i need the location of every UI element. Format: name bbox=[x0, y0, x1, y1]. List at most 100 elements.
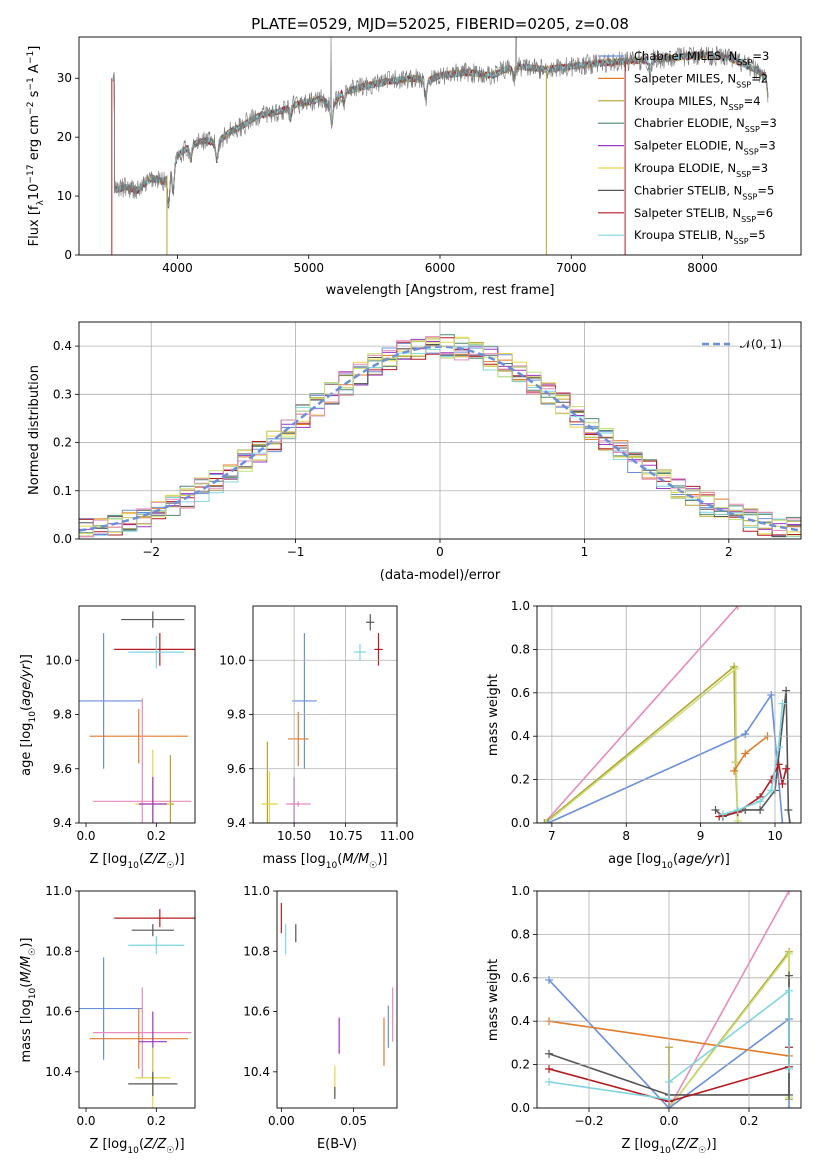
series-marker bbox=[741, 749, 750, 758]
series-marker bbox=[545, 975, 553, 984]
legend-entry: Salpeter ELODIE, NSSP=3 bbox=[634, 139, 776, 157]
y-tick-label: 9.4 bbox=[227, 816, 246, 830]
y-tick-label: 11.0 bbox=[45, 884, 72, 898]
chart-mass_vs_Z: 0.0 0.2 10.4 10.6 10.8 11.0 Z [log10(Z/Z☉)] mas… bbox=[19, 884, 196, 1156]
y-tick-label: 9.6 bbox=[227, 762, 246, 776]
axes-frame bbox=[276, 890, 398, 1109]
y-tick-label: 10.8 bbox=[243, 944, 270, 958]
series-marker bbox=[545, 1064, 553, 1073]
y-tick-label: 9.4 bbox=[53, 816, 72, 830]
series-line bbox=[545, 667, 739, 823]
data-point-errorbar bbox=[366, 614, 375, 631]
series-line bbox=[543, 606, 739, 823]
y-tick-label: 10.6 bbox=[243, 1005, 270, 1019]
x-tick-label: 6000 bbox=[425, 261, 456, 275]
x-axis-label: Z [log10(Z/Z☉)] bbox=[89, 1137, 184, 1156]
axes-frame bbox=[252, 605, 398, 824]
series-marker bbox=[774, 743, 783, 752]
series-marker bbox=[715, 812, 724, 821]
legend-entry: Salpeter STELIB, NSSP=6 bbox=[634, 206, 773, 224]
series-marker bbox=[545, 1049, 553, 1058]
y-tick-label: 10.6 bbox=[45, 1005, 72, 1019]
legend-entry: 𝒩(0, 1) bbox=[740, 337, 782, 351]
legend: 𝒩(0, 1) bbox=[702, 337, 782, 351]
data-point-errorbar bbox=[128, 936, 185, 955]
series-marker bbox=[767, 786, 776, 795]
series-marker bbox=[785, 819, 794, 823]
series-marker bbox=[767, 690, 776, 699]
x-tick-label: 7000 bbox=[556, 261, 587, 275]
series-marker bbox=[785, 1064, 793, 1073]
series-marker bbox=[711, 805, 720, 814]
x-tick-label: 11.00 bbox=[380, 829, 414, 843]
x-tick-label: 0.2 bbox=[147, 829, 166, 843]
y-tick-label: 9.8 bbox=[53, 708, 72, 722]
plot-area bbox=[79, 611, 195, 823]
x-tick-label: 0.2 bbox=[739, 1114, 758, 1128]
series-marker bbox=[733, 606, 742, 610]
y-tick-label: 10.4 bbox=[243, 1065, 270, 1079]
series-marker bbox=[756, 805, 765, 814]
y-tick-label: 0.2 bbox=[511, 1058, 530, 1072]
y-tick-label: 0.4 bbox=[511, 1014, 530, 1028]
x-tick-label: −0.2 bbox=[574, 1114, 603, 1128]
x-tick-label: 10.50 bbox=[277, 829, 311, 843]
series-marker bbox=[785, 1104, 793, 1108]
y-tick-label: 0.1 bbox=[53, 484, 72, 498]
y-tick-label: 30 bbox=[57, 71, 72, 85]
chart-mass_vs_EBV: 0.00 0.05 10.4 10.6 10.8 11.0 E(B-V) bbox=[243, 884, 398, 1152]
series-line bbox=[733, 735, 769, 772]
y-tick-label: 0.0 bbox=[511, 816, 530, 830]
axes-frame bbox=[536, 605, 802, 824]
series-marker bbox=[782, 686, 791, 695]
x-axis-label: E(B-V) bbox=[317, 1137, 357, 1152]
series-marker bbox=[784, 805, 793, 814]
y-tick-label: 1.0 bbox=[511, 599, 530, 613]
series-marker bbox=[733, 816, 742, 823]
chart-residuals: −2 −1 0 1 2 0.0 0.1 0.2 0.3 0.4 (data-model)/error… bbox=[27, 321, 802, 583]
x-axis-label: mass [log10(M/M☉)] bbox=[263, 852, 388, 871]
series-marker bbox=[778, 819, 787, 823]
plot-area bbox=[540, 606, 794, 823]
y-tick-label: 0.8 bbox=[511, 927, 530, 941]
series-marker bbox=[756, 797, 765, 806]
x-tick-label: 0.2 bbox=[147, 1114, 166, 1128]
x-tick-label: 8 bbox=[622, 829, 630, 843]
legend-entry: Kroupa STELIB, NSSP=5 bbox=[634, 228, 766, 246]
y-axis-label: mass weight bbox=[486, 959, 501, 1041]
series-marker bbox=[785, 891, 793, 895]
y-axis-label: age [log10(age/yr)] bbox=[19, 654, 38, 776]
data-point-errorbar bbox=[128, 635, 185, 669]
y-tick-label: 0.2 bbox=[511, 773, 530, 787]
axes-frame bbox=[78, 890, 196, 1109]
x-axis-label: Z [log10(Z/Z☉)] bbox=[89, 852, 184, 871]
data-point-errorbar bbox=[79, 957, 143, 1060]
axes-frame bbox=[78, 36, 802, 256]
data-point-errorbar bbox=[89, 709, 188, 764]
plot-area bbox=[280, 903, 394, 1099]
data-point-errorbar bbox=[89, 1008, 188, 1069]
series-marker bbox=[785, 949, 793, 958]
data-point-errorbar bbox=[292, 633, 317, 769]
data-point-errorbar bbox=[79, 633, 143, 769]
series-marker bbox=[778, 779, 787, 788]
plot-area bbox=[79, 909, 195, 1108]
x-tick-label: 0 bbox=[436, 545, 444, 559]
y-tick-label: 0 bbox=[64, 248, 72, 262]
data-point-errorbar bbox=[287, 711, 309, 767]
y-tick-label: 9.6 bbox=[53, 762, 72, 776]
y-tick-label: 9.8 bbox=[227, 708, 246, 722]
data-point-errorbar bbox=[285, 801, 311, 807]
y-tick-label: 0.0 bbox=[53, 532, 72, 546]
y-tick-label: 0.3 bbox=[53, 387, 72, 401]
x-tick-label: 9 bbox=[697, 829, 705, 843]
series-marker bbox=[731, 664, 740, 673]
y-tick-label: 10.0 bbox=[219, 653, 246, 667]
y-tick-label: 0.8 bbox=[511, 642, 530, 656]
x-tick-label: 0.0 bbox=[76, 1114, 95, 1128]
x-tick-label: 0.0 bbox=[659, 1114, 678, 1128]
x-tick-label: 0.00 bbox=[268, 1114, 295, 1128]
x-tick-label: 10 bbox=[767, 829, 782, 843]
y-tick-label: 0.6 bbox=[511, 686, 530, 700]
